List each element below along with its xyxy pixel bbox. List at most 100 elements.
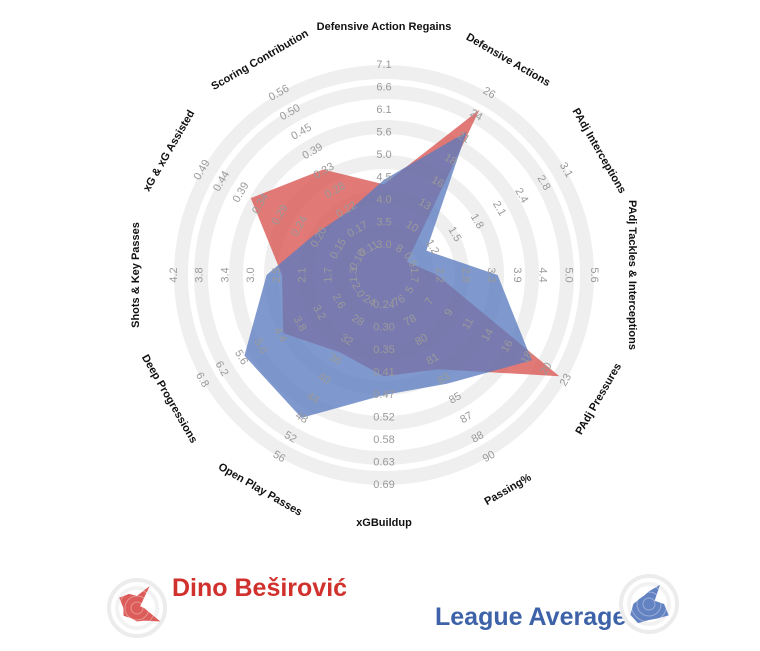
tick-label: 18 [442,152,459,169]
average-series-area [244,131,532,418]
tick-label: 36 [327,351,344,368]
tick-label: 85 [447,390,464,407]
outer-ring [174,65,594,485]
tick-label: 2.2 [434,267,446,282]
tick-label: 40 [316,371,333,388]
tick-label: 5.0 [376,149,391,161]
icon-shape [119,586,161,622]
tick-label: 0.47 [373,389,394,401]
tick-label: 2.8 [459,267,471,282]
player-legend-name: Dino Beširović [172,574,348,602]
axis-label: Defensive Action Regains [317,21,452,33]
tick-label: 88 [469,429,486,446]
tick-label: 6.6 [376,82,391,94]
tick-label: 7 [423,296,436,307]
tick-label: 13 [416,196,433,213]
tick-label: 0.52 [373,412,394,424]
tick-label: 76 [391,293,408,310]
tick-label: 3.8 [194,267,206,282]
tick-label: 0.30 [373,322,394,334]
axis-label: PAdj Interceptions [570,106,629,195]
tick-label: 52 [282,429,299,446]
tick-label: 2.1 [297,267,309,282]
tick-label: 5 [403,284,416,295]
tick-label: 9 [442,307,455,318]
tick-label: 3.3 [485,267,497,282]
axis-label: PAdj Tackles & Interceptions [626,200,638,350]
tick-label: 5.0 [562,267,574,282]
axis-label: Shots & Key Passes [130,222,142,328]
tick-label: 16 [429,174,446,191]
radar-series [244,109,560,418]
tick-label: 7.1 [376,59,391,71]
tick-label: 16 [499,338,516,355]
tick-label: 0.69 [373,479,394,491]
tick-label: 3.0 [376,239,391,251]
tick-label: 1.7 [408,267,420,282]
tick-label: 2.5 [271,267,283,282]
axis-label: Defensive Actions [464,31,552,89]
axis-label: xGBuildup [356,517,412,529]
icon-grid [642,597,656,611]
tick-label: 24 [468,107,485,124]
tick-label: 0.41 [373,367,394,379]
tick-label: 0.24 [373,299,394,311]
tick-label: 32 [338,332,355,349]
tick-label: 14 [480,327,497,344]
tick-label: 48 [293,410,310,427]
icon-grid [130,601,144,615]
icon-ring [619,574,679,634]
tick-label: 5.6 [376,127,391,139]
axis-label: Open Play Passes [216,461,304,519]
tick-label: 3.4 [219,267,231,282]
tick-label: 78 [402,312,419,329]
tick-label: 3.5 [376,217,391,229]
tick-label: 4.4 [537,267,549,282]
tick-label: 18 [519,349,536,366]
icon-grid [124,595,150,621]
tick-label: 0.35 [373,344,394,356]
tick-label: 20 [538,360,555,377]
grid-ring [229,120,539,430]
axis-label: PAdj Pressures [573,361,624,437]
tick-label: 26 [481,85,498,102]
icon-grid [118,589,156,627]
tick-label: 56 [271,449,288,466]
tick-label: 8 [393,242,404,255]
icon-grid [636,591,662,617]
tick-label: 10 [404,219,421,236]
tick-label: 1.7 [322,267,334,282]
tick-label: 44 [304,390,321,407]
tick-label: 90 [481,449,498,466]
icon-ring [115,586,159,630]
tick-label: 11 [460,316,476,332]
tick-label: 23 [558,372,575,389]
tick-label: 24 [361,293,378,310]
tick-label: 21 [455,129,472,146]
average-legend-icon [618,573,680,635]
tick-label: 6.1 [376,104,391,116]
tick-label: 4.5 [376,172,391,184]
tick-label: 4.2 [168,267,180,282]
average-legend-name: League Average [435,603,627,631]
icon-ring [107,578,167,638]
tick-label: 0.63 [373,457,394,469]
tick-label: 28 [349,312,366,329]
icon-ring [627,582,671,626]
tick-label: 1.3 [348,267,360,282]
player-legend-icon [106,577,168,639]
tick-label: 83 [436,371,453,388]
axis-label: Scoring Contribution [209,27,310,93]
tick-label: 3.9 [511,267,523,282]
tick-label: 5.6 [588,267,600,282]
grid-ring [194,85,574,465]
tick-label: 81 [424,351,441,368]
axis-label: xG & xG Assisted [141,108,197,194]
icon-shape [630,584,669,624]
tick-label: 87 [458,410,475,427]
tick-label: 0.58 [373,434,394,446]
tick-label: 3.0 [245,267,257,282]
axis-label: Passing% [482,472,533,508]
tick-label: 80 [413,332,430,349]
